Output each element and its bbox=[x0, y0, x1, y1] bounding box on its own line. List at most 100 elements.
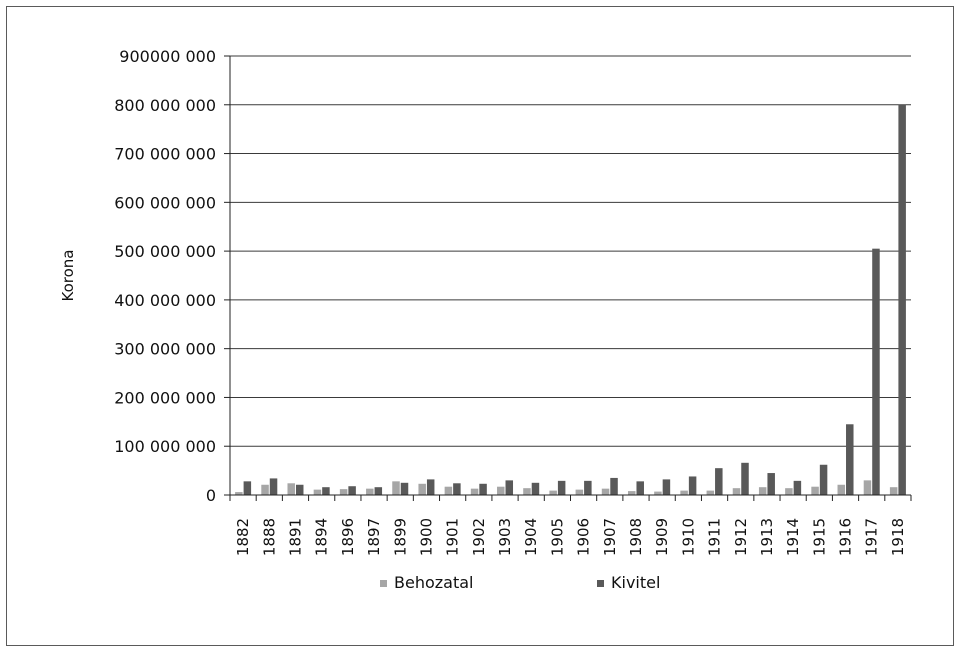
bar-kivitel-1894 bbox=[322, 487, 330, 495]
bar-behozatal-1904 bbox=[523, 488, 531, 495]
bar-behozatal-1917 bbox=[863, 480, 872, 495]
bar-behozatal-1899 bbox=[392, 481, 400, 495]
x-tick-label: 1912 bbox=[732, 518, 750, 556]
bar-kivitel-1913 bbox=[767, 473, 775, 495]
y-tick-label: 600 000 000 bbox=[114, 193, 216, 212]
x-tick-label: 1914 bbox=[784, 518, 802, 556]
bar-kivitel-1904 bbox=[531, 482, 540, 495]
y-tick-label: 200 000 000 bbox=[114, 388, 216, 407]
y-tick-label: 0 bbox=[206, 486, 216, 505]
y-tick-label: 800 000 000 bbox=[114, 96, 216, 115]
x-tick-label: 1910 bbox=[679, 518, 697, 556]
x-tick-label: 1906 bbox=[575, 518, 593, 556]
legend-swatch-kivitel bbox=[597, 580, 604, 587]
bar-behozatal-1912 bbox=[732, 488, 741, 495]
bar-kivitel-1914 bbox=[793, 480, 802, 495]
chart-frame: 0 100 000 000 200 000 000 300 000 000 400 00… bbox=[6, 6, 954, 646]
bar-behozatal-1900 bbox=[418, 483, 426, 495]
x-tick-label: 1900 bbox=[417, 518, 435, 556]
bar-kivitel-1899 bbox=[400, 482, 409, 495]
bar-behozatal-1913 bbox=[758, 487, 767, 495]
x-axis-labels: 1882 1888 1891 1894 1896 1897 1899 1900 1901 1902… bbox=[234, 518, 907, 556]
bar-kivitel-1903 bbox=[505, 480, 514, 495]
y-tick-label: 100 000 000 bbox=[114, 437, 216, 456]
x-tick-label: 1894 bbox=[313, 518, 331, 556]
bar-behozatal-1888 bbox=[261, 484, 269, 495]
y-tick-label: 300 000 000 bbox=[114, 340, 216, 359]
x-tick-label: 1902 bbox=[470, 518, 488, 556]
bar-behozatal-1915 bbox=[811, 486, 819, 495]
bar-kivitel-1915 bbox=[819, 464, 828, 495]
bar-kivitel-1900 bbox=[426, 479, 435, 495]
bar-behozatal-1905 bbox=[549, 490, 557, 495]
axes bbox=[224, 55, 912, 501]
y-axis-title: Korona bbox=[59, 250, 77, 302]
x-tick-label: 1918 bbox=[889, 518, 907, 556]
x-tick-label: 1903 bbox=[496, 518, 514, 556]
bar-behozatal-1914 bbox=[785, 488, 793, 495]
gridlines bbox=[230, 55, 911, 447]
x-tick-label: 1917 bbox=[863, 518, 881, 556]
x-tick-label: 1904 bbox=[522, 518, 540, 556]
legend-swatch-behozatal bbox=[380, 580, 387, 587]
x-tick-label: 1897 bbox=[365, 518, 383, 556]
bar-behozatal-1902 bbox=[470, 488, 479, 495]
legend-label-kivitel: Kivitel bbox=[611, 573, 660, 592]
bars bbox=[235, 104, 906, 496]
x-tick-label: 1905 bbox=[548, 518, 566, 556]
bar-kivitel-1911 bbox=[715, 468, 723, 495]
x-tick-label: 1909 bbox=[653, 518, 671, 556]
bar-kivitel-1888 bbox=[269, 478, 278, 495]
x-tick-label: 1882 bbox=[234, 518, 252, 556]
bar-behozatal-1909 bbox=[654, 491, 662, 495]
bar-kivitel-1891 bbox=[295, 484, 304, 495]
bar-kivitel-1906 bbox=[584, 480, 592, 495]
x-tick-label: 1891 bbox=[286, 518, 304, 556]
x-tick-label: 1896 bbox=[339, 518, 357, 556]
x-tick-label: 1888 bbox=[260, 518, 278, 556]
bar-kivitel-1912 bbox=[741, 462, 749, 495]
legend-label-behozatal: Behozatal bbox=[394, 573, 473, 592]
bar-behozatal-1911 bbox=[706, 490, 715, 495]
bar-behozatal-1894 bbox=[313, 489, 322, 495]
bar-behozatal-1907 bbox=[601, 488, 610, 495]
bar-behozatal-1901 bbox=[444, 486, 453, 495]
x-tick-label: 1916 bbox=[837, 518, 855, 556]
bar-behozatal-1918 bbox=[889, 487, 898, 495]
bar-chart: 0 100 000 000 200 000 000 300 000 000 400 00… bbox=[59, 47, 912, 592]
bar-behozatal-1910 bbox=[680, 490, 688, 495]
y-tick-label: 500 000 000 bbox=[114, 242, 216, 261]
bar-kivitel-1918 bbox=[898, 104, 906, 496]
x-tick-label: 1913 bbox=[758, 518, 776, 556]
bar-behozatal-1882 bbox=[235, 492, 243, 495]
bar-kivitel-1916 bbox=[846, 424, 854, 495]
bar-behozatal-1891 bbox=[287, 483, 295, 495]
bar-kivitel-1901 bbox=[453, 483, 461, 495]
bar-kivitel-1902 bbox=[479, 483, 487, 495]
bar-kivitel-1907 bbox=[610, 477, 618, 495]
x-tick-label: 1901 bbox=[444, 518, 462, 556]
bar-kivitel-1882 bbox=[243, 481, 252, 495]
bar-behozatal-1903 bbox=[497, 486, 505, 495]
bar-kivitel-1908 bbox=[636, 481, 644, 495]
x-tick-label: 1911 bbox=[706, 518, 724, 556]
bar-behozatal-1908 bbox=[627, 491, 636, 495]
x-tick-label: 1908 bbox=[627, 518, 645, 556]
bar-kivitel-1905 bbox=[557, 480, 566, 495]
legend: Behozatal Kivitel bbox=[380, 573, 660, 592]
bar-behozatal-1906 bbox=[575, 489, 584, 495]
bar-kivitel-1917 bbox=[872, 248, 880, 495]
bar-kivitel-1897 bbox=[374, 487, 383, 495]
bar-behozatal-1897 bbox=[366, 488, 374, 495]
x-tick-label: 1907 bbox=[601, 518, 619, 556]
bar-kivitel-1910 bbox=[688, 476, 697, 495]
bar-kivitel-1896 bbox=[348, 486, 356, 495]
y-tick-label: 400 000 000 bbox=[114, 291, 216, 310]
y-tick-label: 900000 000 bbox=[119, 47, 216, 66]
y-axis-ticks: 0 100 000 000 200 000 000 300 000 000 400 00… bbox=[114, 47, 216, 505]
x-tick-label: 1915 bbox=[810, 518, 828, 556]
bar-kivitel-1909 bbox=[662, 479, 671, 495]
x-tick-label: 1899 bbox=[391, 518, 409, 556]
y-tick-label: 700 000 000 bbox=[114, 145, 216, 164]
bar-behozatal-1916 bbox=[837, 484, 846, 495]
